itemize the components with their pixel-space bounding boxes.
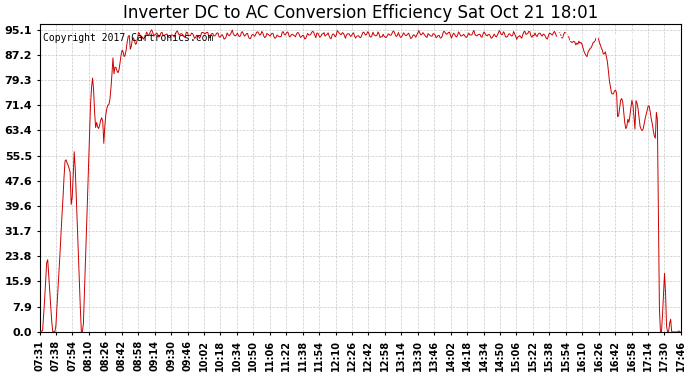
Title: Inverter DC to AC Conversion Efficiency Sat Oct 21 18:01: Inverter DC to AC Conversion Efficiency … [123,4,598,22]
Text: Copyright 2017 Cartronics.com: Copyright 2017 Cartronics.com [43,33,213,43]
